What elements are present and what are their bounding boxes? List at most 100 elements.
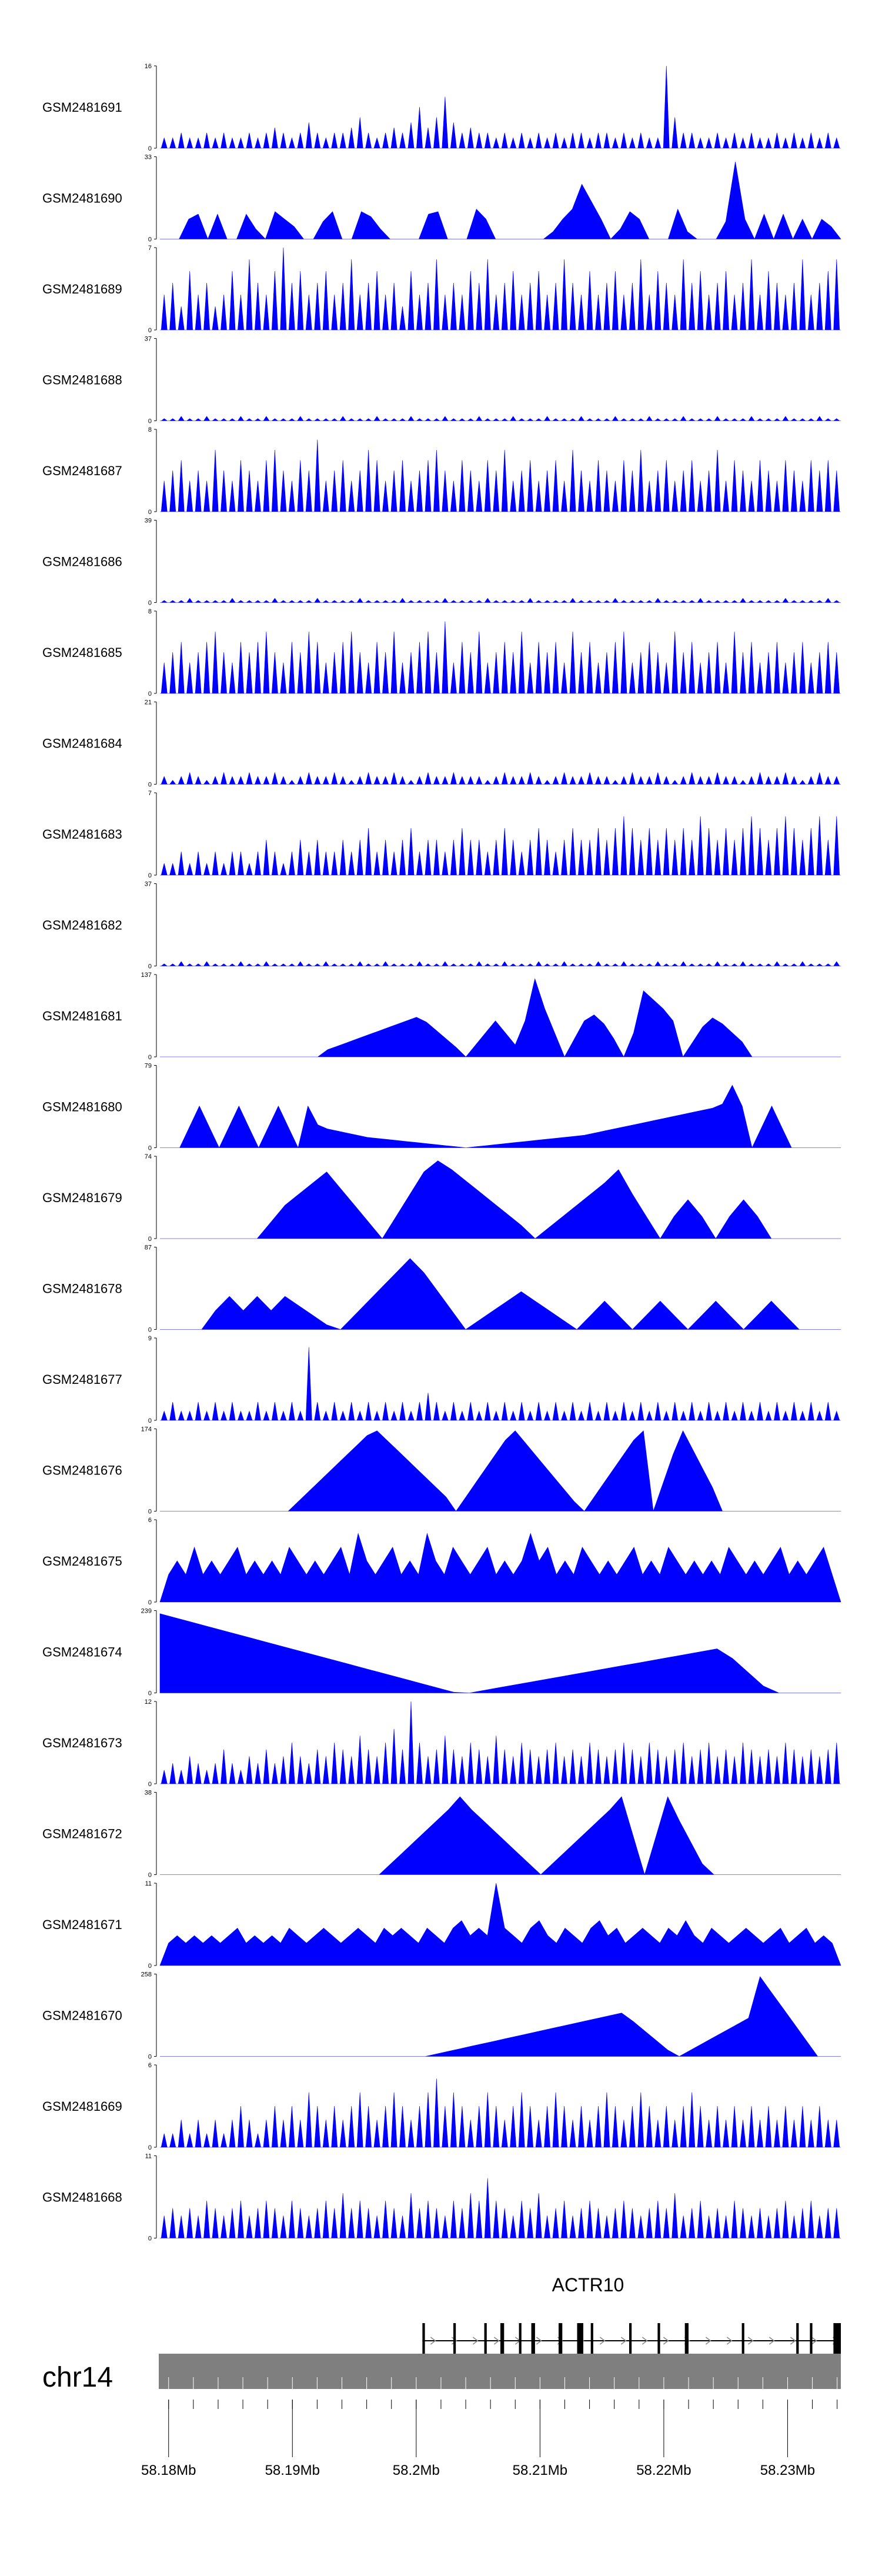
track-label: GSM2481690 [42,191,122,206]
strand-arrow [705,2337,711,2345]
y-axis-zero-label: 0 [148,1872,152,1879]
y-axis-max-label: 258 [141,1971,152,1978]
track-GSM2481687: GSM2481687 8 0 [42,426,841,516]
y-axis-zero-label: 0 [148,2235,152,2243]
y-axis-max-label: 11 [145,1880,152,1887]
strand-arrow [536,2337,542,2345]
y-axis-max-label: 6 [148,2062,152,2069]
track-GSM2481670: GSM2481670 258 0 [42,1971,841,2061]
gene-exon [500,2323,505,2358]
strand-arrow [726,2337,733,2345]
track-label: GSM2481668 [42,2190,122,2205]
strand-arrow [642,2337,648,2345]
y-axis-zero-label: 0 [148,509,152,516]
y-axis-max-label: 16 [145,63,152,70]
y-axis-max-label: 137 [141,972,152,979]
gene-exon [796,2323,799,2358]
y-axis-zero-label: 0 [148,600,152,607]
y-axis-zero-label: 0 [148,1599,152,1606]
coverage-area [160,772,841,785]
y-axis-max-label: 38 [145,1790,152,1797]
track-label: GSM2481675 [42,1554,122,1569]
y-axis-max-label: 79 [145,1063,152,1070]
gene-exon [833,2323,841,2358]
strand-arrow [769,2337,775,2345]
track-GSM2481680: GSM2481680 79 0 [42,1063,841,1152]
y-axis-max-label: 239 [141,1608,152,1615]
chromosome-ideogram-track: chr14 [42,2354,841,2393]
track-GSM2481686: GSM2481686 39 0 [42,518,841,607]
track-GSM2481689: GSM2481689 7 0 [42,245,841,334]
coverage-area [160,161,841,240]
track-GSM2481691: GSM2481691 16 0 [42,63,841,152]
track-label: GSM2481689 [42,282,122,296]
y-axis-zero-label: 0 [148,872,152,879]
y-axis-zero-label: 0 [148,1690,152,1697]
y-axis-max-label: 74 [145,1153,152,1160]
y-axis-zero-label: 0 [148,418,152,425]
track-label: GSM2481678 [42,1282,122,1296]
y-axis-max-label: 11 [145,2153,152,2160]
coverage-area [160,1976,841,2057]
y-axis-max-label: 87 [145,1244,152,1252]
x-axis-tick-label: 58.22Mb [636,2462,691,2478]
gene-exon [453,2323,456,2358]
track-GSM2481668: GSM2481668 11 0 [42,2153,841,2243]
y-axis-max-label: 37 [145,881,152,888]
strand-arrow [472,2337,479,2345]
gene-exon [519,2323,522,2358]
strand-arrow [790,2337,796,2345]
track-label: GSM2481676 [42,1463,122,1478]
coverage-area [160,1085,841,1149]
gene-exon [577,2323,583,2358]
gene-model-track: ACTR10 [422,2274,841,2358]
y-axis-zero-label: 0 [148,782,152,789]
coverage-area [160,816,841,876]
track-GSM2481671: GSM2481671 11 0 [42,1880,841,1970]
track-GSM2481669: GSM2481669 6 0 [42,2062,841,2151]
track-GSM2481688: GSM2481688 37 0 [42,336,841,425]
y-axis-max-label: 174 [141,1426,152,1433]
y-axis-max-label: 37 [145,336,152,343]
track-GSM2481678: GSM2481678 87 0 [42,1244,841,1334]
x-axis-tick-label: 58.18Mb [141,2462,196,2478]
track-GSM2481673: GSM2481673 12 0 [42,1699,841,1788]
track-GSM2481690: GSM2481690 33 0 [42,154,841,243]
track-label: GSM2481674 [42,1645,122,1660]
y-axis-zero-label: 0 [148,236,152,243]
y-axis-max-label: 8 [148,426,152,433]
x-axis-tick-label: 58.21Mb [513,2462,567,2478]
coverage-area [160,598,841,603]
track-GSM2481685: GSM2481685 8 0 [42,608,841,698]
gene-exon [629,2323,632,2358]
track-label: GSM2481685 [42,645,122,660]
track-GSM2481681: GSM2481681 137 0 [42,972,841,1061]
y-axis-max-label: 6 [148,1517,152,1524]
coverage-area [160,2178,841,2238]
strand-arrow [493,2337,500,2345]
gene-exon [590,2323,593,2358]
chromosome-ideogram-band [159,2354,841,2389]
track-label: GSM2481688 [42,373,122,388]
y-axis-zero-label: 0 [148,1236,152,1243]
track-label: GSM2481687 [42,463,122,478]
y-axis-max-label: 7 [148,245,152,252]
y-axis-zero-label: 0 [148,690,152,698]
coverage-area [160,1258,841,1330]
y-axis-zero-label: 0 [148,963,152,970]
coverage-area [160,1701,841,1784]
coverage-area [160,1160,841,1239]
x-axis-tick-label: 58.23Mb [760,2462,815,2478]
coverage-area [160,961,841,966]
strand-arrow [599,2337,606,2345]
track-label: GSM2481682 [42,918,122,933]
genomic-x-axis: 58.18Mb 58.19Mb 58.2Mb 58.21Mb 58.22Mb 58.23M… [141,2400,838,2478]
coverage-area [159,1883,841,1966]
coverage-area [159,1613,841,1693]
y-axis-zero-label: 0 [148,1054,152,1061]
coverage-area [160,621,841,694]
track-GSM2481674: GSM2481674 239 0 [42,1608,841,1697]
track-label: GSM2481669 [42,2099,122,2114]
y-axis-zero-label: 0 [148,327,152,334]
